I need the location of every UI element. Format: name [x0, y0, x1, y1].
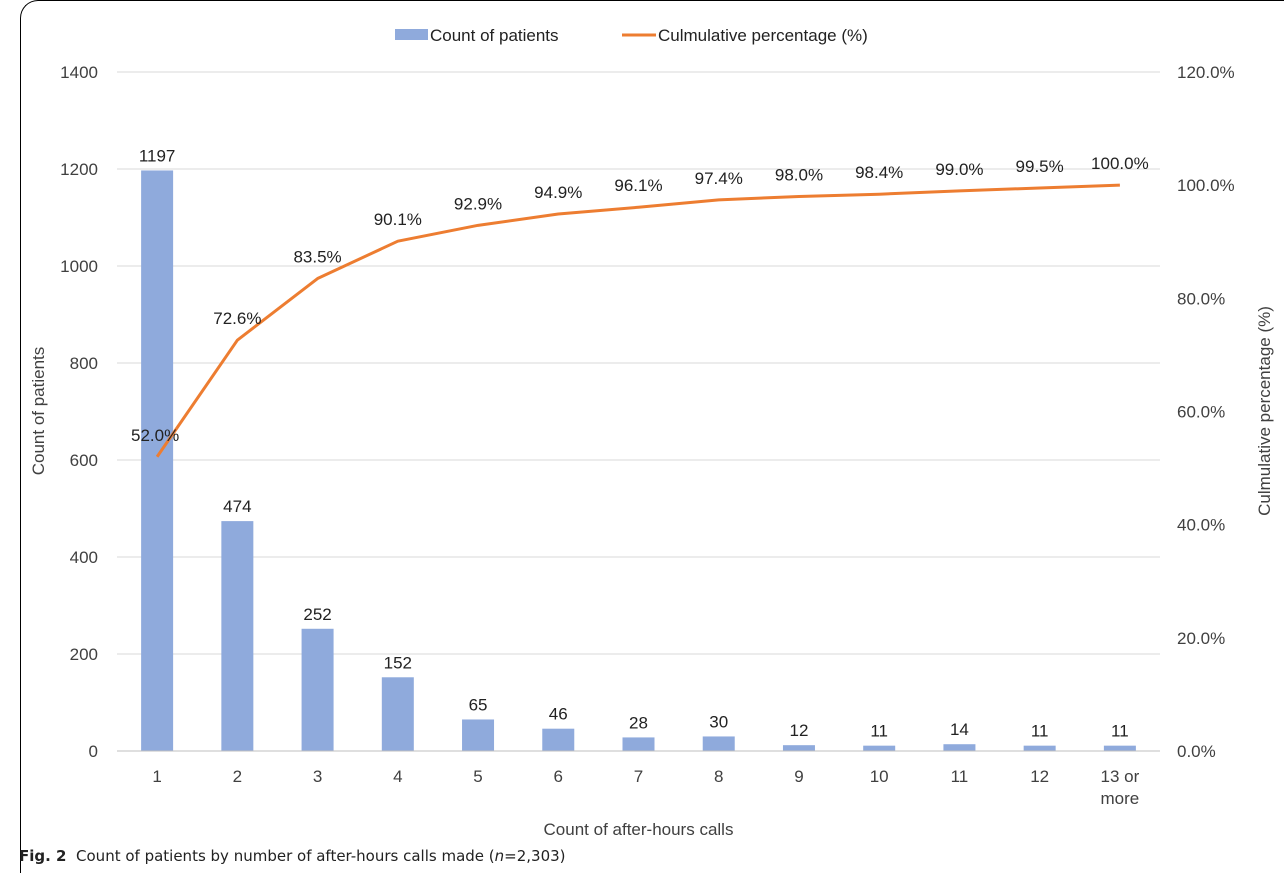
- y2-tick-label: 100.0%: [1177, 176, 1235, 195]
- line-data-label: 100.0%: [1091, 154, 1149, 173]
- bar: [542, 728, 575, 751]
- line-data-label: 99.5%: [1016, 157, 1064, 176]
- figure-caption: Fig. 2 Count of patients by number of af…: [19, 847, 566, 865]
- bar-data-label: 11: [1031, 722, 1049, 741]
- cumulative-line: [155, 183, 1120, 458]
- bar: [462, 719, 495, 751]
- x-tick-label: 6: [554, 767, 563, 786]
- bar: [702, 736, 735, 751]
- x-tick-label: 8: [714, 767, 723, 786]
- y2-tick-label: 60.0%: [1177, 403, 1225, 422]
- bar: [863, 745, 896, 751]
- y-axis-title: Count of patients: [29, 347, 48, 476]
- caption-text: Count of patients by number of after-hou…: [76, 847, 495, 865]
- bar: [1023, 745, 1056, 751]
- x-tick-label: 7: [634, 767, 643, 786]
- legend-label-line: Culmulative percentage (%): [658, 26, 868, 45]
- figure-frame: [20, 0, 1284, 873]
- bar-data-label: 252: [303, 605, 331, 624]
- caption-label: Fig. 2: [19, 847, 67, 865]
- bar: [221, 521, 254, 751]
- line-data-label: 90.1%: [374, 210, 422, 229]
- bar-data-label: 152: [384, 653, 412, 672]
- line-data-label: 97.4%: [695, 169, 743, 188]
- line-data-label: 98.4%: [855, 163, 903, 182]
- bar-data-label: 474: [223, 497, 251, 516]
- y2-tick-label: 40.0%: [1177, 516, 1225, 535]
- y-tick-label: 800: [70, 354, 98, 373]
- bar-data-label: 65: [469, 695, 488, 714]
- bar-data-label: 28: [629, 713, 648, 732]
- legend-label-bars: Count of patients: [430, 26, 559, 45]
- y-tick-label: 1000: [60, 257, 98, 276]
- x-tick-label: 11: [951, 767, 969, 786]
- caption-n-symbol: n: [494, 847, 505, 865]
- x-tick-label: 3: [313, 767, 322, 786]
- bar-data-label: 14: [950, 720, 969, 739]
- bar-data-label: 12: [790, 721, 809, 740]
- bar-data-label: 46: [549, 705, 568, 724]
- x-tick-label: 12: [1030, 767, 1049, 786]
- x-axis-title: Count of after-hours calls: [544, 820, 734, 839]
- bar-data-label: 11: [870, 722, 888, 741]
- x-tick-label: 9: [794, 767, 803, 786]
- bar-data-label: 1197: [139, 146, 176, 165]
- bar: [622, 737, 655, 751]
- line-data-label: 98.0%: [775, 165, 823, 184]
- x-tick-label: more: [1101, 789, 1140, 808]
- y-tick-label: 0: [89, 742, 98, 761]
- legend-swatch-bars: [395, 29, 428, 40]
- line-data-label: 92.9%: [454, 194, 502, 213]
- x-tick-label: 4: [393, 767, 402, 786]
- caption-n-value: =2,303): [504, 847, 566, 865]
- bar: [141, 170, 174, 751]
- bar: [782, 745, 815, 751]
- line-data-label: 99.0%: [935, 160, 983, 179]
- y-tick-label: 1400: [60, 63, 98, 82]
- y2-tick-label: 80.0%: [1177, 289, 1225, 308]
- y-tick-label: 400: [70, 548, 98, 567]
- x-tick-label: 10: [870, 767, 889, 786]
- bar: [1103, 745, 1136, 751]
- bar: [301, 628, 334, 751]
- x-tick-label: 13 or: [1101, 767, 1140, 786]
- line-data-label: 83.5%: [293, 248, 341, 267]
- y-tick-label: 1200: [60, 160, 98, 179]
- x-tick-label: 2: [233, 767, 242, 786]
- y2-axis-title: Culmulative percentage (%): [1255, 306, 1274, 516]
- line-data-label: 96.1%: [614, 176, 662, 195]
- y2-tick-label: 120.0%: [1177, 63, 1235, 82]
- line-data-label: 72.6%: [213, 309, 261, 328]
- y2-tick-label: 20.0%: [1177, 629, 1225, 648]
- bar: [381, 677, 414, 751]
- x-tick-label: 1: [152, 767, 161, 786]
- line-data-label: 52.0%: [131, 426, 179, 445]
- bar-data-label: 30: [709, 712, 728, 731]
- x-tick-label: 5: [473, 767, 482, 786]
- y2-tick-label: 0.0%: [1177, 742, 1216, 761]
- bar-data-label: 11: [1111, 722, 1129, 741]
- y-tick-label: 600: [70, 451, 98, 470]
- y-tick-label: 200: [70, 645, 98, 664]
- bar: [943, 744, 976, 751]
- line-data-label: 94.9%: [534, 183, 582, 202]
